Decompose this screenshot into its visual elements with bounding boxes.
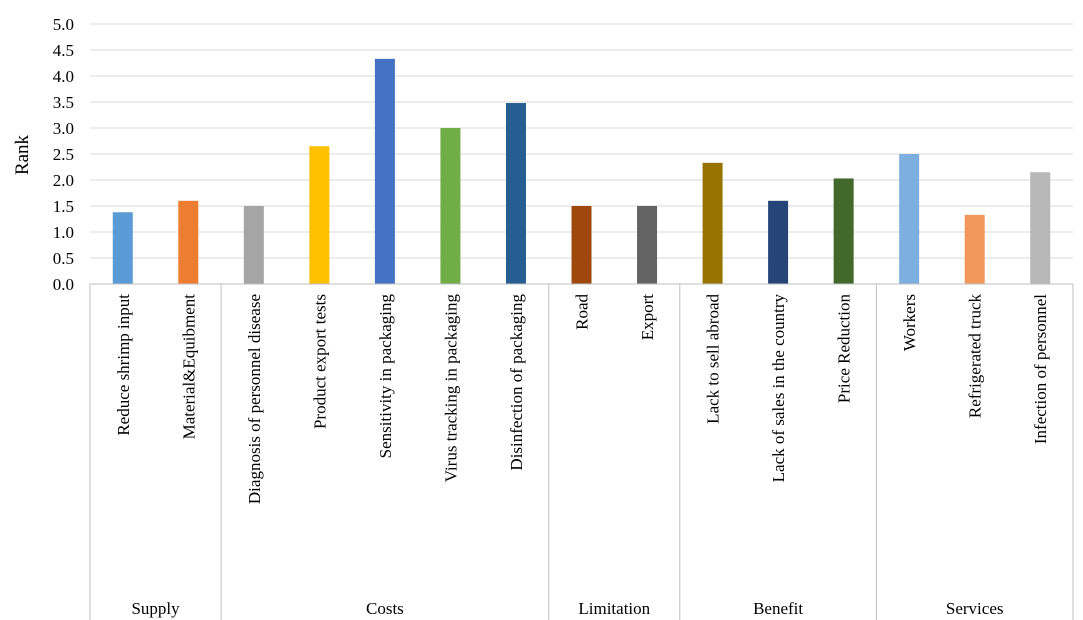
group-label: Services [946,599,1004,618]
y-tick-label: 4.5 [53,41,74,60]
x-tick-label: Road [573,294,592,330]
y-tick-label: 5.0 [53,15,74,34]
x-tick-label: Sensitivity in packaging [376,294,395,459]
bar [112,212,133,284]
x-tick-label: Infection of personnel [1031,294,1050,444]
x-tick-label: Workers [900,294,919,351]
group-label: Limitation [578,599,650,618]
x-tick-label: Disinfection of packaging [507,294,526,471]
y-tick-label: 1.5 [53,197,74,216]
x-tick-label: Virus tracking in packaging [441,294,460,483]
group-label: Benefit [753,599,803,618]
bar [637,206,658,284]
x-tick-label: Lack to sell abroad [704,294,723,424]
y-tick-label: 2.5 [53,145,74,164]
group-label: Costs [366,599,404,618]
y-tick-label: 2.0 [53,171,74,190]
bar [374,58,395,285]
y-tick-label: 3.5 [53,93,74,112]
bar [571,206,592,284]
x-tick-label: Refrigerated truck [966,294,985,419]
bar [833,178,854,284]
bar [964,214,985,284]
y-axis-title: Rank [12,134,33,175]
y-tick-label: 0.0 [53,275,74,294]
x-tick-label: Reduce shrimp input [114,294,133,436]
bar [899,154,920,284]
bar [505,103,526,284]
y-tick-label: 3.0 [53,119,74,138]
y-tick-label: 0.5 [53,249,74,268]
bar [1030,172,1051,284]
bar [243,206,264,284]
group-label: Supply [131,599,180,618]
bar [702,162,723,284]
y-tick-label: 4.0 [53,67,74,86]
bar [768,200,789,284]
bar [178,200,199,284]
x-tick-label: Lack of sales in the country [769,294,788,483]
x-tick-label: Product export tests [310,294,329,429]
bar [309,146,330,284]
x-tick-label: Material&Equibment [179,294,198,440]
x-tick-label: Export [638,294,657,341]
bar [440,128,461,284]
x-tick-label: Diagnosis of personnel disease [245,294,264,504]
y-tick-label: 1.0 [53,223,74,242]
x-tick-label: Price Reduction [835,294,854,404]
